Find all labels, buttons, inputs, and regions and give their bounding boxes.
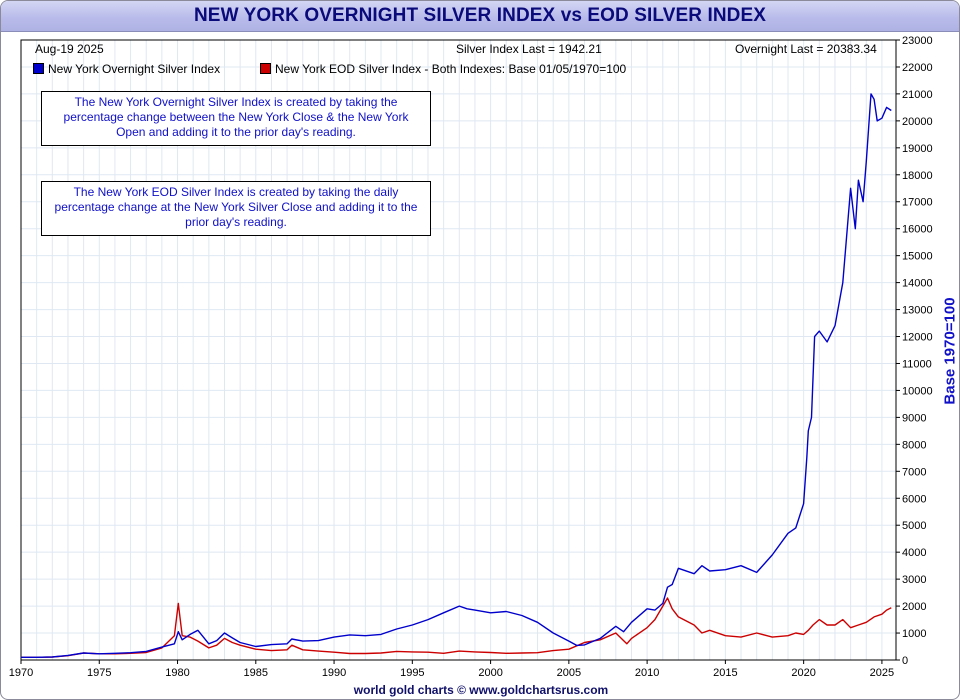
x-tick-label: 1980	[165, 667, 189, 679]
y-tick-label: 11000	[902, 358, 932, 370]
legend-item-overnight: New York Overnight Silver Index	[33, 62, 220, 76]
legend-item-eod: New York EOD Silver Index - Both Indexes…	[260, 62, 626, 76]
x-tick-label: 1985	[244, 667, 268, 679]
y-tick-label: 18000	[902, 170, 933, 182]
x-tick-label: 1975	[87, 667, 111, 679]
y-axis-label: Base 1970=100	[941, 297, 959, 405]
x-tick-label: 2005	[557, 667, 581, 679]
note-overnight-index: The New York Overnight Silver Index is c…	[41, 91, 431, 146]
y-tick-label: 21000	[902, 89, 933, 101]
x-tick-label: 1990	[322, 667, 346, 679]
x-tick-label: 1970	[9, 667, 33, 679]
title-bar: NEW YORK OVERNIGHT SILVER INDEX vs EOD S…	[1, 1, 959, 32]
note-eod-index: The New York EOD Silver Index is created…	[41, 181, 431, 236]
y-tick-label: 1000	[902, 628, 926, 640]
y-tick-label: 4000	[902, 547, 926, 559]
legend-swatch-blue	[33, 63, 44, 74]
legend-swatch-red	[260, 63, 271, 74]
x-tick-label: 2010	[635, 667, 659, 679]
chart-title: NEW YORK OVERNIGHT SILVER INDEX vs EOD S…	[193, 5, 767, 26]
y-tick-label: 13000	[902, 305, 933, 317]
x-tick-label: 2020	[791, 667, 815, 679]
x-tick-label: 2000	[478, 667, 502, 679]
y-tick-label: 2000	[902, 601, 926, 613]
y-tick-label: 20000	[902, 116, 933, 128]
y-tick-label: 12000	[902, 332, 933, 344]
y-tick-label: 16000	[902, 224, 933, 236]
y-tick-label: 9000	[902, 412, 926, 424]
footer-credit: world gold charts © www.goldchartsrus.co…	[353, 683, 609, 697]
legend-label-eod: New York EOD Silver Index - Both Indexes…	[275, 62, 627, 76]
plot-area-border	[20, 39, 897, 661]
date-label: Aug-19 2025	[35, 42, 104, 56]
y-tick-label: 8000	[902, 439, 926, 451]
y-tick-label: 17000	[902, 197, 933, 209]
y-tick-label: 3000	[902, 574, 926, 586]
y-tick-label: 5000	[902, 520, 926, 532]
silver-index-last: Silver Index Last = 1942.21	[456, 42, 602, 56]
y-tick-label: 19000	[902, 143, 933, 155]
y-tick-label: 22000	[902, 62, 933, 74]
y-tick-label: 10000	[902, 385, 933, 397]
y-tick-label: 14000	[902, 278, 933, 290]
y-tick-label: 6000	[902, 493, 926, 505]
overnight-last: Overnight Last = 20383.34	[735, 42, 877, 56]
x-tick-label: 2025	[870, 667, 894, 679]
y-tick-label: 0	[902, 655, 908, 667]
x-tick-label: 2015	[713, 667, 737, 679]
y-tick-label: 7000	[902, 466, 926, 478]
y-tick-label: 15000	[902, 251, 933, 263]
x-tick-label: 1995	[400, 667, 424, 679]
y-tick-label: 23000	[902, 35, 933, 47]
series-line-overnight	[21, 93, 892, 658]
legend-label-overnight: New York Overnight Silver Index	[48, 62, 221, 76]
